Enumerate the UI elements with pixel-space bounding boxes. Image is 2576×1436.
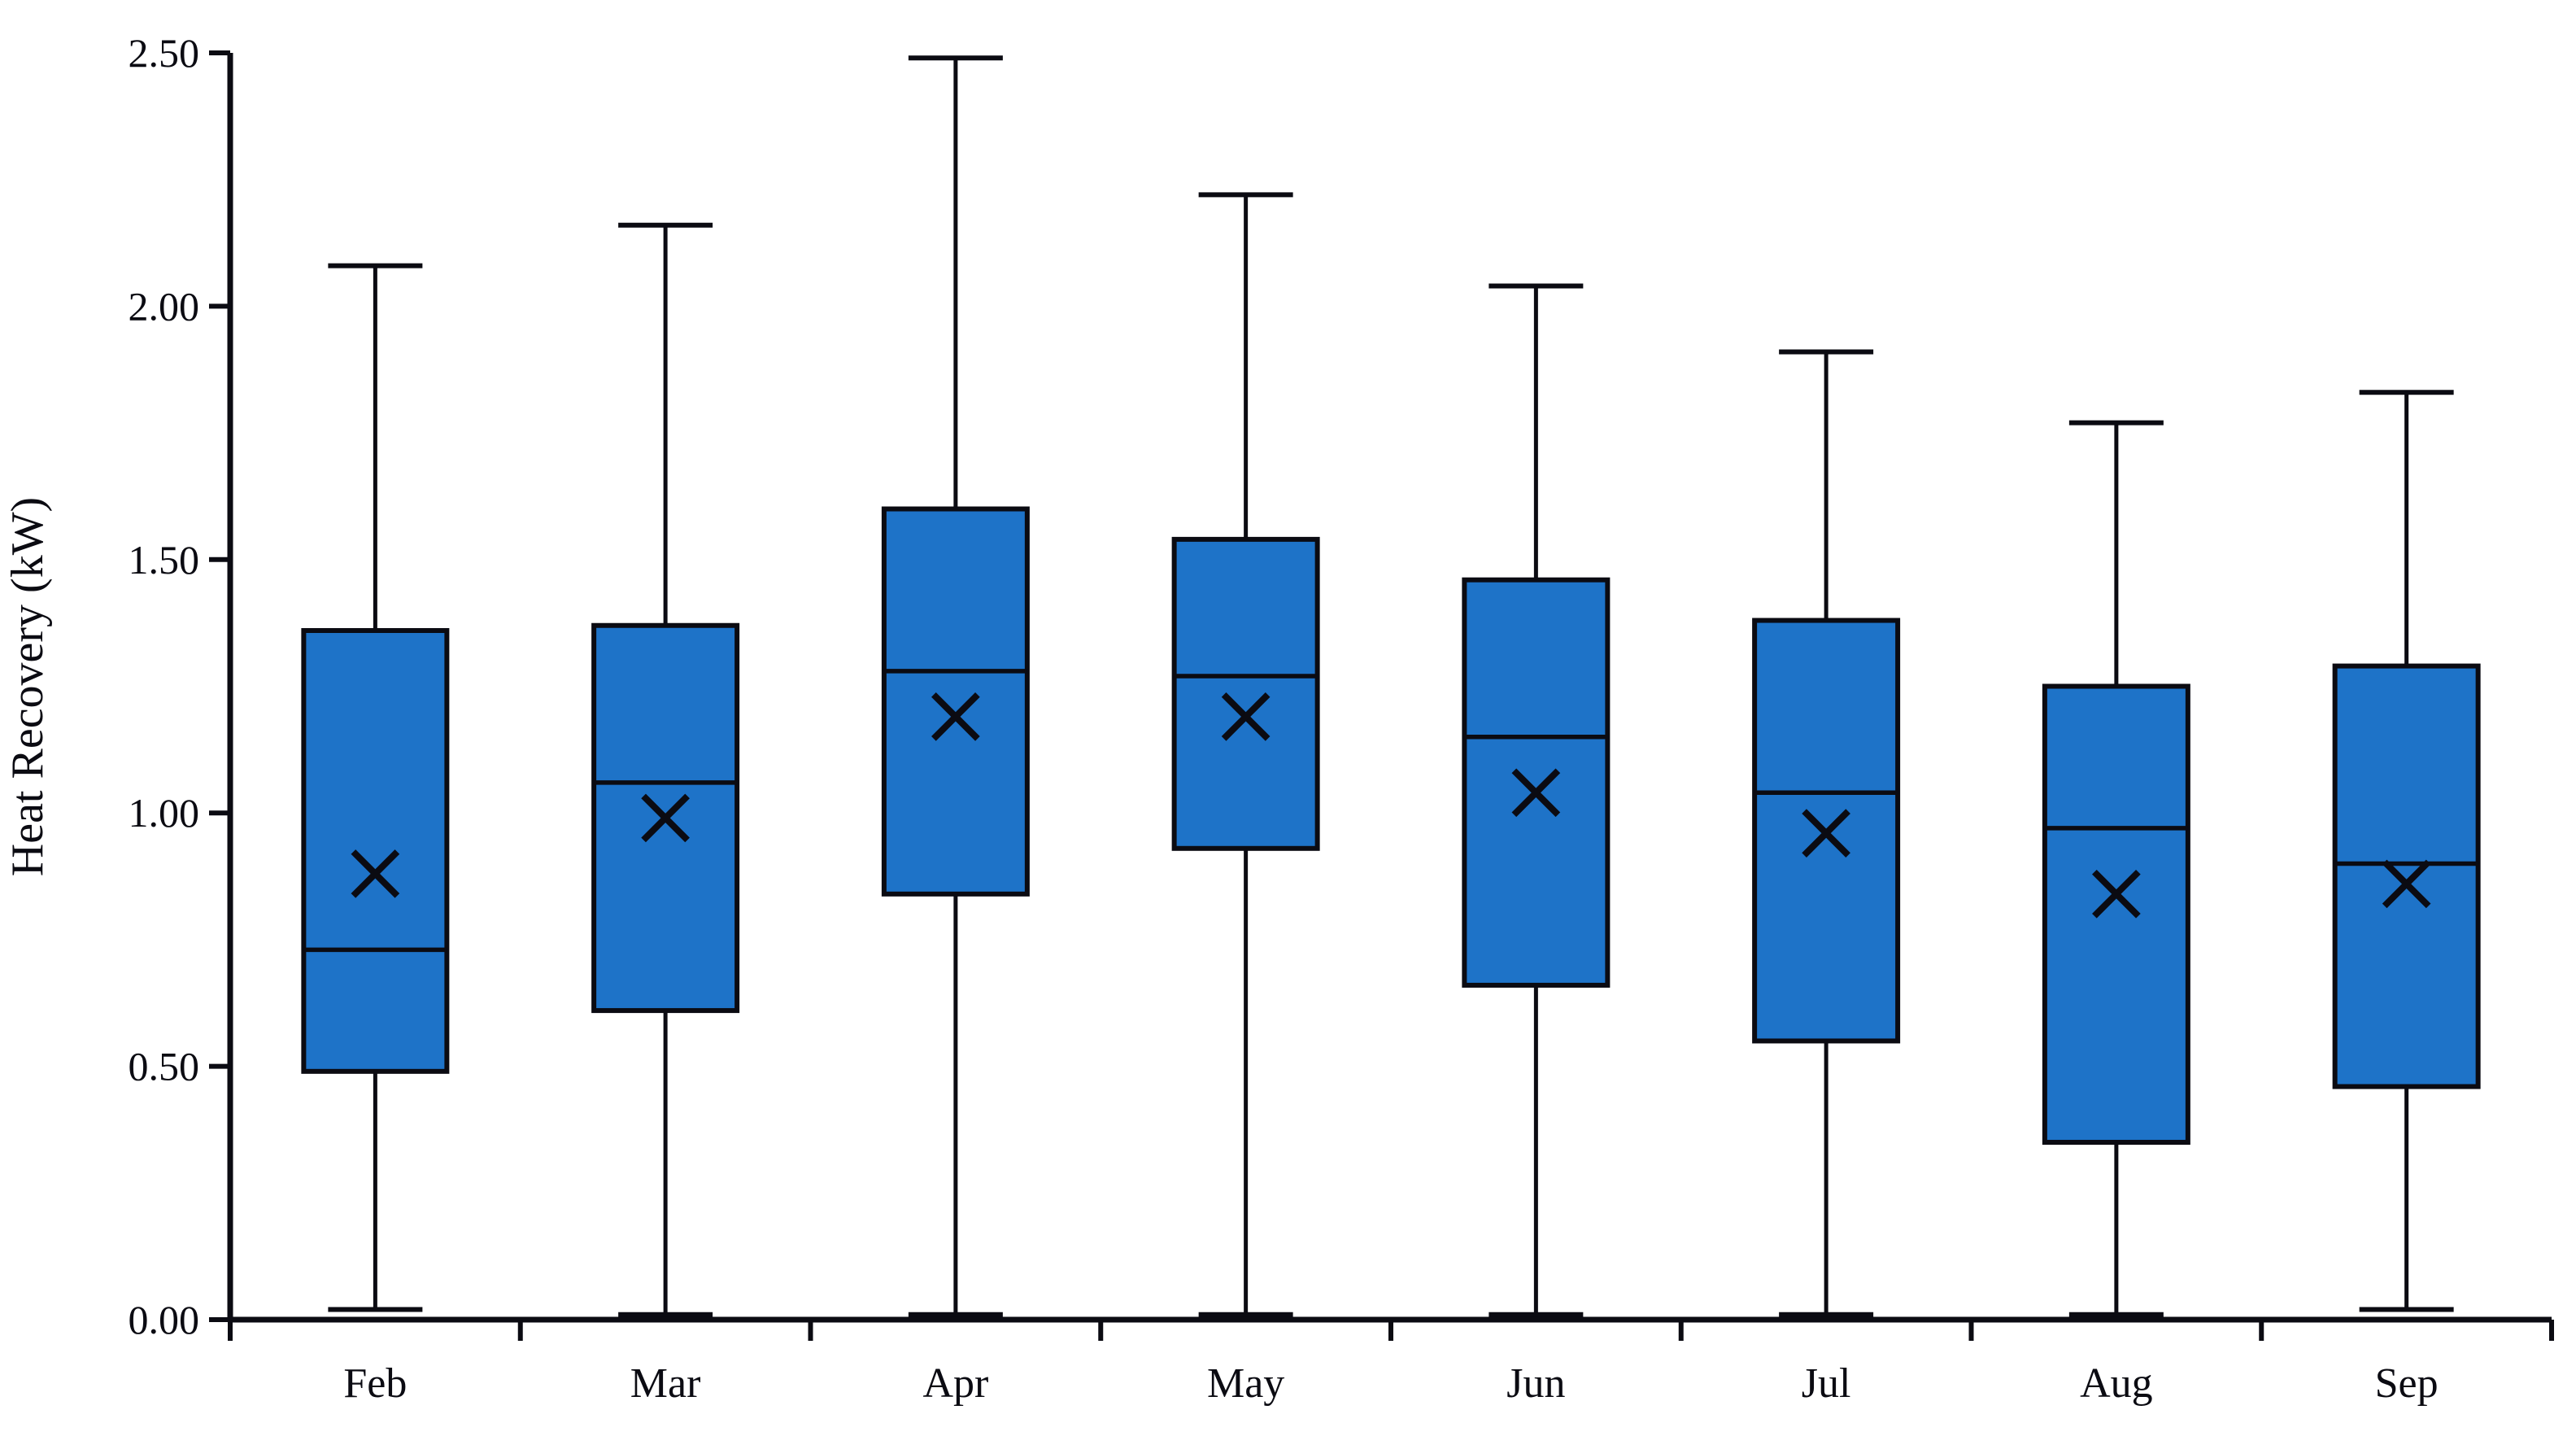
mean-x-stroke bbox=[2382, 859, 2431, 909]
mean-x-stroke bbox=[351, 849, 400, 898]
x-tick-label-jun: Jun bbox=[1506, 1360, 1565, 1407]
mean-x-stroke bbox=[641, 793, 690, 843]
y-tick-label: 0.00 bbox=[129, 1297, 200, 1342]
y-tick-label: 2.50 bbox=[129, 30, 200, 76]
axes-layer bbox=[209, 50, 2554, 1341]
mean-x-marker bbox=[2092, 870, 2141, 919]
mean-x-stroke bbox=[931, 692, 980, 741]
mean-x-marker bbox=[1802, 809, 1850, 858]
y-tick-label: 2.00 bbox=[129, 283, 200, 329]
y-tick-label: 1.00 bbox=[129, 790, 200, 836]
mean-x-marker bbox=[1511, 768, 1561, 818]
mean-x-marker bbox=[931, 692, 980, 741]
mean-x-marker bbox=[351, 849, 400, 898]
x-tick-label-aug: Aug bbox=[2080, 1360, 2153, 1407]
y-tick-label: 1.50 bbox=[129, 537, 200, 583]
mean-x-marker bbox=[641, 793, 690, 843]
iqr-box bbox=[881, 506, 1030, 897]
box-plot-mar bbox=[591, 222, 740, 1317]
x-tick-label-sep: Sep bbox=[2375, 1360, 2439, 1407]
labels-layer: 0.00 0.50 1.00 1.50 2.00 2.50 Feb Mar Apr May Jun J… bbox=[129, 30, 2439, 1407]
x-tick-label-feb: Feb bbox=[343, 1360, 407, 1407]
x-tick-label-apr: Apr bbox=[922, 1360, 988, 1407]
iqr-box bbox=[2042, 683, 2190, 1146]
iqr-box bbox=[1171, 536, 1320, 851]
x-tick-label-may: May bbox=[1207, 1360, 1284, 1407]
iqr-box bbox=[1462, 577, 1611, 988]
box-plot-feb bbox=[301, 263, 450, 1312]
iqr-box bbox=[301, 627, 450, 1074]
box-plot-may bbox=[1171, 192, 1320, 1317]
boxes-layer bbox=[301, 55, 2481, 1317]
box-plot-jun bbox=[1462, 283, 1611, 1317]
mean-x-stroke bbox=[1221, 692, 1271, 741]
iqr-box bbox=[2332, 663, 2481, 1089]
mean-x-marker bbox=[2382, 859, 2431, 909]
mean-x-stroke bbox=[1802, 809, 1850, 858]
box-plot-jul bbox=[1752, 349, 1901, 1317]
mean-x-marker bbox=[1221, 692, 1271, 741]
box-plot-aug bbox=[2042, 420, 2190, 1317]
x-tick-label-jul: Jul bbox=[1802, 1360, 1851, 1407]
box-plot-sep bbox=[2332, 390, 2481, 1312]
mean-x-stroke bbox=[2092, 870, 2141, 919]
mean-x-stroke bbox=[1511, 768, 1561, 818]
y-tick-label: 0.50 bbox=[129, 1044, 200, 1089]
y-axis-title: Heat Recovery (kW) bbox=[2, 497, 53, 876]
x-tick-label-mar: Mar bbox=[630, 1360, 701, 1407]
box-plot-apr bbox=[881, 55, 1030, 1317]
